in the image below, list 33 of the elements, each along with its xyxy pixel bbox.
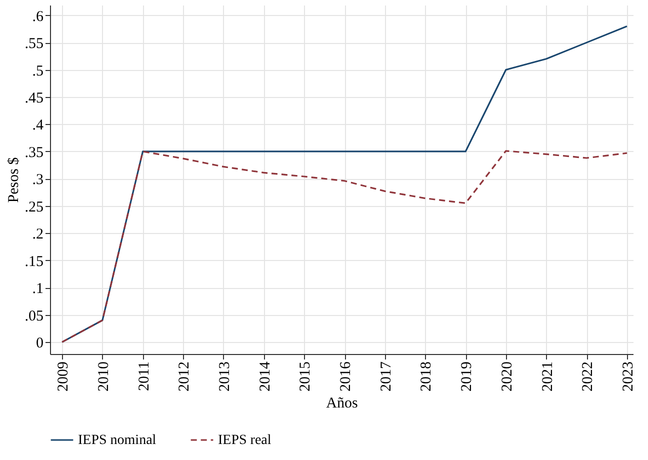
legend-label: IEPS nominal (78, 433, 156, 448)
y-tick-label: .05 (24, 308, 44, 324)
y-tick-label: .2 (32, 226, 44, 243)
x-tick-label: 2021 (540, 362, 556, 392)
x-tick-label: 2012 (176, 362, 193, 392)
x-tick-label: 2020 (499, 362, 516, 392)
y-tick-label: .6 (32, 8, 44, 25)
x-tick-label: 2018 (418, 362, 435, 392)
y-tick-label: .5 (32, 63, 44, 80)
line-series (61, 150, 628, 343)
x-tick-label: 2010 (96, 362, 112, 392)
x-tick-label: 2011 (136, 362, 152, 391)
x-tick-label: 2022 (580, 362, 596, 392)
legend-label: IEPS real (218, 433, 272, 448)
y-tick-label: .3 (32, 172, 44, 188)
x-axis-title: Años (326, 396, 358, 412)
y-tick-label: .15 (24, 254, 44, 270)
y-tick-label: .55 (24, 36, 44, 52)
y-tick-label: .1 (32, 281, 44, 298)
x-tick-label: 2016 (338, 361, 354, 392)
x-tick-label: 2023 (620, 362, 636, 392)
x-tick-label: 2015 (298, 362, 314, 392)
y-tick-label: .45 (24, 90, 44, 107)
y-tick-label: .4 (32, 118, 44, 134)
x-tick-label: 2009 (56, 362, 72, 392)
y-axis-title: Pesos $ (6, 156, 22, 203)
y-tick-label: 0 (36, 336, 44, 352)
x-tick-label: 2019 (459, 362, 476, 392)
x-tick-label: 2013 (216, 362, 233, 392)
y-tick-label: .25 (24, 199, 44, 216)
x-tick-label: 2014 (257, 361, 274, 392)
y-tick-label: .35 (24, 144, 44, 161)
x-tick-label: 2017 (378, 361, 394, 392)
